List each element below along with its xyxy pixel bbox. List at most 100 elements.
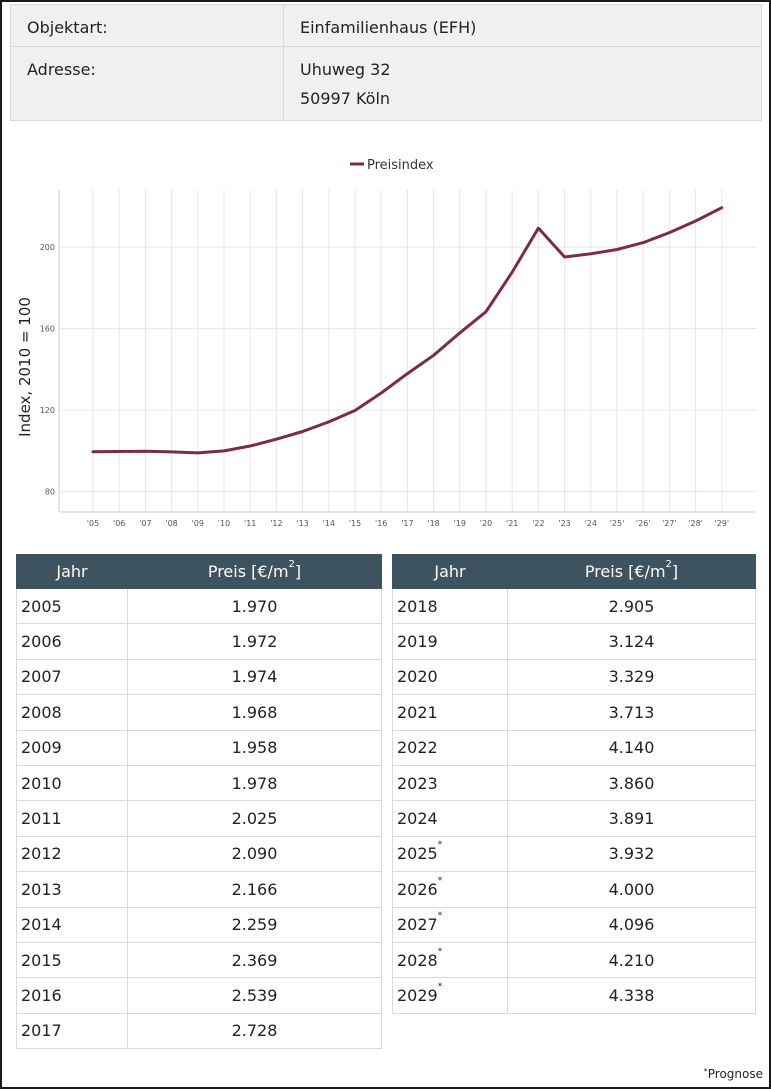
- header-jahr: Jahr: [16, 554, 128, 589]
- x-tick-label: '05: [87, 519, 99, 528]
- price-cell: 3.329: [507, 658, 756, 696]
- price-cell: 2.728: [127, 1012, 382, 1050]
- table-row: 2013 2.166: [16, 871, 382, 908]
- info-row-objektart: Objektart: Einfamilienhaus (EFH): [10, 4, 762, 47]
- table-row: 2012 2.090: [16, 835, 382, 873]
- year-cell: 2027*: [392, 906, 508, 943]
- table-row: 2028* 4.210: [392, 941, 756, 979]
- table-row: 2011 2.025: [16, 800, 382, 837]
- year-cell: 2028*: [392, 941, 508, 979]
- year-cell: 2009: [16, 729, 128, 766]
- price-cell: 3.860: [507, 764, 756, 802]
- table-row: 2026* 4.000: [392, 871, 756, 908]
- price-cell: 2.090: [127, 835, 382, 873]
- year-cell: 2012: [16, 835, 128, 873]
- year-cell: 2021: [392, 694, 508, 731]
- price-cell: 1.974: [127, 658, 382, 696]
- year-cell: 2017: [16, 1012, 128, 1050]
- year-cell: 2016: [16, 977, 128, 1014]
- adresse-street: Uhuweg 32: [300, 60, 391, 79]
- price-index-chart: '05 '06 '07 '08 '09 '10 '11 '12 '13 '14 '15 '16 '17 '…: [16, 158, 757, 528]
- table-row: 2016 2.539: [16, 977, 382, 1014]
- forecast-mark: *: [437, 911, 443, 922]
- x-tick-label: '17: [401, 519, 413, 528]
- price-cell: 1.972: [127, 623, 382, 660]
- year-cell: 2024: [392, 800, 508, 837]
- x-tick-label: '24: [585, 519, 597, 528]
- price-table-left: Jahr Preis [€/m2] 2005 1.970 2006 1.972 2007…: [16, 554, 382, 1050]
- price-cell: 3.713: [507, 694, 756, 731]
- table-row: 2009 1.958: [16, 729, 382, 766]
- price-cell: 3.891: [507, 800, 756, 837]
- year-cell: 2015: [16, 941, 128, 979]
- forecast-mark: *: [437, 981, 443, 992]
- info-row-adresse: Adresse: Uhuweg 32 50997 Köln: [10, 46, 762, 121]
- table-row: 2024 3.891: [392, 800, 756, 837]
- x-tick-label: '21: [506, 519, 518, 528]
- header-preis: Preis [€/m2]: [507, 554, 756, 589]
- table-row: 2010 1.978: [16, 764, 382, 802]
- y-axis-ticks: 80 120 160 200: [40, 243, 55, 497]
- table-row: 2006 1.972: [16, 623, 382, 660]
- price-cell: 2.259: [127, 906, 382, 943]
- table-row: 2025* 3.932: [392, 835, 756, 873]
- table-row: 2015 2.369: [16, 941, 382, 979]
- table-row: 2018 2.905: [392, 587, 756, 625]
- table-row: 2021 3.713: [392, 694, 756, 731]
- forecast-footnote: *Prognose: [703, 1067, 763, 1081]
- price-table-header: Jahr Preis [€/m2]: [392, 554, 756, 589]
- table-row: 2008 1.968: [16, 694, 382, 731]
- year-cell: 2026*: [392, 871, 508, 908]
- price-cell: 1.958: [127, 729, 382, 766]
- objektart-label: Objektart:: [10, 4, 284, 47]
- year-cell: 2019: [392, 623, 508, 660]
- price-cell: 2.905: [507, 587, 756, 625]
- legend-label: Preisindex: [367, 158, 434, 173]
- adresse-label: Adresse:: [10, 46, 284, 121]
- forecast-mark: *: [437, 875, 443, 886]
- year-cell: 2011: [16, 800, 128, 837]
- x-tick-label: '29': [715, 519, 730, 528]
- table-row: 2022 4.140: [392, 729, 756, 766]
- x-tick-label: '19: [454, 519, 466, 528]
- year-cell: 2020: [392, 658, 508, 696]
- year-cell: 2013: [16, 871, 128, 908]
- table-row: 2017 2.728: [16, 1012, 382, 1050]
- price-cell: 2.369: [127, 941, 382, 979]
- x-tick-label: '12: [270, 519, 282, 528]
- x-tick-label: '15: [349, 519, 361, 528]
- price-table-right: Jahr Preis [€/m2] 2018 2.905 2019 3.124 2020…: [392, 554, 756, 1014]
- year-cell: 2018: [392, 587, 508, 625]
- property-info-table: Objektart: Einfamilienhaus (EFH) Adresse…: [10, 4, 762, 121]
- x-tick-label: '09: [192, 519, 204, 528]
- chart-legend: Preisindex: [350, 158, 434, 173]
- y-tick-label: 200: [40, 243, 55, 252]
- year-cell: 2022: [392, 729, 508, 766]
- x-tick-label: '07: [139, 519, 151, 528]
- x-tick-label: '25': [610, 519, 625, 528]
- price-cell: 3.932: [507, 835, 756, 873]
- x-tick-label: '06: [113, 519, 125, 528]
- price-cell: 4.096: [507, 906, 756, 943]
- year-cell: 2008: [16, 694, 128, 731]
- price-cell: 3.124: [507, 623, 756, 660]
- forecast-mark: *: [437, 840, 443, 851]
- price-cell: 1.968: [127, 694, 382, 731]
- forecast-mark: *: [437, 946, 443, 957]
- objektart-value: Einfamilienhaus (EFH): [283, 4, 762, 47]
- x-tick-label: '16: [375, 519, 387, 528]
- x-tick-label: '27': [662, 519, 677, 528]
- y-tick-label: 120: [40, 406, 55, 415]
- price-cell: 4.338: [507, 977, 756, 1014]
- table-row: 2005 1.970: [16, 587, 382, 625]
- price-cell: 4.210: [507, 941, 756, 979]
- price-cell: 4.140: [507, 729, 756, 766]
- price-cell: 2.025: [127, 800, 382, 837]
- x-tick-label: '20: [480, 519, 492, 528]
- table-row: 2027* 4.096: [392, 906, 756, 943]
- year-cell: 2007: [16, 658, 128, 696]
- x-tick-label: '08: [165, 519, 177, 528]
- header-preis: Preis [€/m2]: [127, 554, 382, 589]
- table-row: 2014 2.259: [16, 906, 382, 943]
